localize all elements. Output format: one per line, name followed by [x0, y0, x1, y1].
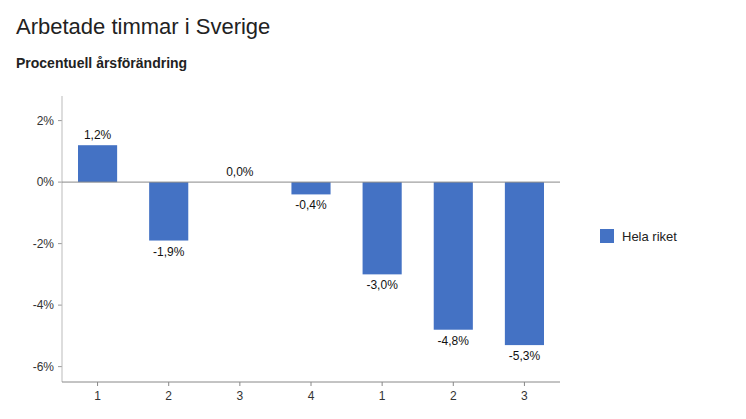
- zero-line: [62, 182, 560, 183]
- x-tick: [524, 382, 525, 386]
- y-tick-label: 0%: [37, 175, 55, 189]
- y-tick: [58, 243, 62, 244]
- bar: [363, 182, 402, 274]
- legend-label: Hela riket: [622, 229, 677, 244]
- bar: [434, 182, 473, 330]
- y-tick-label: -4%: [33, 298, 55, 312]
- x-tick-label: 2: [450, 389, 457, 403]
- bar: [505, 182, 544, 345]
- y-tick-label: -6%: [33, 360, 55, 374]
- x-tick-label: 3: [237, 389, 244, 403]
- legend-swatch: [600, 229, 614, 243]
- bar: [291, 182, 330, 194]
- x-tick: [239, 382, 240, 386]
- data-labels: 1,2% -1,9% 0,0% -0,4% -3,0% -4,8% -5,3%: [84, 128, 541, 363]
- x-tick-label: 4: [308, 389, 315, 403]
- bar: [78, 145, 117, 182]
- bar: [149, 182, 188, 240]
- y-tick-label: 2%: [37, 114, 55, 128]
- x-tick-label: 1: [94, 389, 101, 403]
- y-tick: [58, 182, 62, 183]
- title: Arbetade timmar i Sverige: [16, 14, 270, 39]
- bars: [78, 145, 544, 345]
- x-tick: [382, 382, 383, 386]
- x-tick: [168, 382, 169, 386]
- data-label: -4,8%: [438, 334, 470, 348]
- x-tick-label: 3: [521, 389, 528, 403]
- x-tick-label: 1: [379, 389, 386, 403]
- data-label: -5,3%: [509, 349, 541, 363]
- y-tick: [58, 305, 62, 306]
- data-label: 1,2%: [84, 128, 112, 142]
- data-label: -1,9%: [153, 245, 185, 259]
- x-tick-label: 2: [165, 389, 172, 403]
- y-tick-label: -2%: [33, 237, 55, 251]
- y-tick: [58, 120, 62, 121]
- x-tick: [97, 382, 98, 386]
- subtitle: Procentuell årsförändring: [16, 55, 187, 71]
- x-tick: [453, 382, 454, 386]
- background: [0, 0, 746, 419]
- y-tick: [58, 366, 62, 367]
- legend: Hela riket: [600, 229, 677, 244]
- chart-container: Arbetade timmar i Sverige Procentuell års…: [0, 0, 746, 419]
- chart: Arbetade timmar i Sverige Procentuell års…: [0, 0, 746, 419]
- y-axis-line: [62, 96, 63, 382]
- x-tick: [311, 382, 312, 386]
- data-label: -3,0%: [366, 278, 398, 292]
- data-label: -0,4%: [295, 198, 327, 212]
- data-label: 0,0%: [226, 165, 254, 179]
